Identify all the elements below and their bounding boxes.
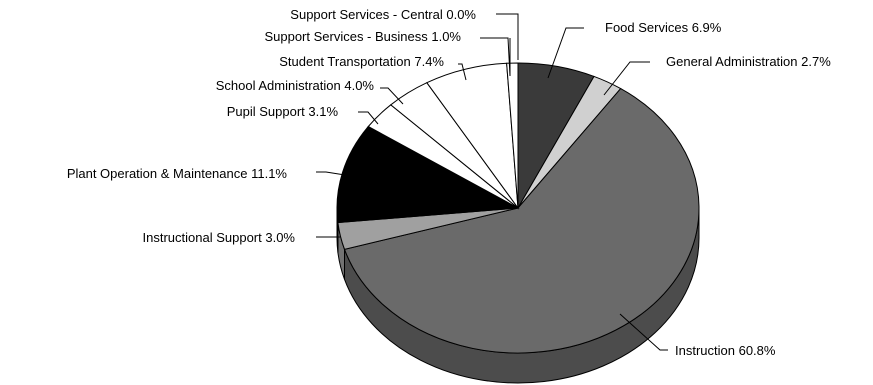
leader-line-7 bbox=[458, 63, 467, 81]
leader-line-6 bbox=[380, 87, 404, 105]
leader-line-1 bbox=[603, 61, 650, 96]
slice-label-8: Support Services - Business 1.0% bbox=[264, 29, 461, 44]
slice-label-5: Pupil Support 3.1% bbox=[227, 104, 339, 119]
slice-label-4: Plant Operation & Maintenance 11.1% bbox=[67, 166, 288, 181]
slice-label-1: General Administration 2.7% bbox=[666, 54, 831, 69]
pie-slice-4 bbox=[336, 125, 520, 224]
pie-slice-2 bbox=[343, 87, 700, 354]
leader-line-8 bbox=[480, 37, 511, 77]
slice-label-9: Support Services - Central 0.0% bbox=[290, 7, 476, 22]
slice-label-2: Instruction 60.8% bbox=[675, 343, 776, 358]
leader-line-4 bbox=[316, 171, 346, 176]
leader-line-9 bbox=[496, 13, 519, 60]
slice-label-6: School Administration 4.0% bbox=[216, 78, 375, 93]
pie-labels: Food Services 6.9% General Administration… bbox=[67, 7, 831, 358]
leader-line-5 bbox=[358, 111, 379, 125]
slice-label-0: Food Services 6.9% bbox=[605, 20, 722, 35]
slice-label-7: Student Transportation 7.4% bbox=[279, 54, 444, 69]
leader-line-0 bbox=[547, 27, 584, 79]
slice-label-3: Instructional Support 3.0% bbox=[143, 230, 296, 245]
leader-line-2 bbox=[619, 313, 668, 351]
pie-slices bbox=[336, 62, 700, 354]
